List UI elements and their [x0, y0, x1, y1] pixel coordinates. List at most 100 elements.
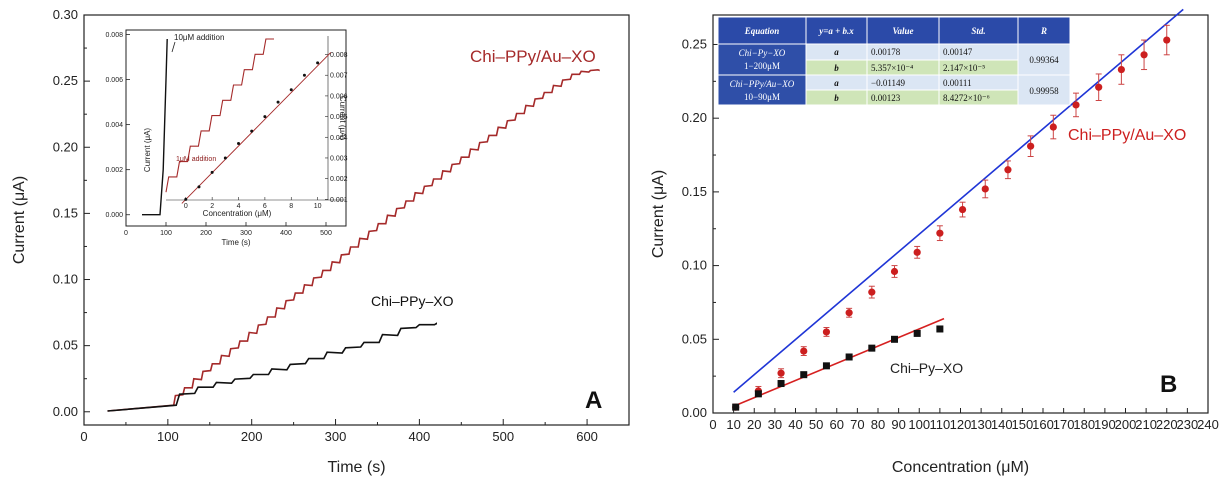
- panel-b-y-axis-label: Current (μA): [650, 170, 667, 258]
- table-header-text: R: [1040, 26, 1047, 36]
- table-equation-cell: [717, 74, 807, 106]
- inset-right-tick-label: 0.003: [330, 155, 348, 162]
- inset-calibration-point: [223, 156, 227, 160]
- data-point-chi-py-xo: [754, 390, 762, 398]
- inset-right-axis: 0.001 0.002 0.003 0.004 0.005 0.006 0.007 0.008: [325, 36, 348, 204]
- data-point-chi-ppy-au-xo: [1072, 101, 1080, 109]
- inset-y-axis-label: Current (μA): [143, 128, 152, 173]
- inset-y-axis: 0.000 0.002 0.004 0.006 0.008: [105, 32, 130, 219]
- inset-calibration-point: [316, 61, 320, 65]
- series-label-chi-ppy-xo: Chi–PPy–XO: [371, 293, 454, 309]
- x-tick-label: 80: [871, 417, 885, 432]
- x-tick-label: 50: [809, 417, 823, 432]
- table-param-std: 8.4272×10⁻⁶: [943, 93, 990, 103]
- inset-calibration-point: [210, 170, 214, 174]
- inset-calibration-point: [197, 185, 201, 189]
- y-tick-label: 0.05: [682, 331, 707, 346]
- table-param-name: b: [834, 93, 839, 103]
- inset-right-tick-label: 0.007: [330, 73, 348, 80]
- series-label-chi-py-xo: Chi–Py–XO: [890, 360, 963, 376]
- data-point-chi-ppy-au-xo: [1140, 51, 1148, 59]
- data-point-chi-py-xo: [777, 380, 785, 388]
- x-tick-label: 0: [80, 429, 87, 444]
- data-point-chi-ppy-au-xo: [958, 205, 967, 214]
- panel-letter-a: A: [585, 387, 602, 414]
- x-tick-label: 170: [1053, 417, 1075, 432]
- x-tick-label: 60: [830, 417, 844, 432]
- table-param-value: 0.00178: [871, 47, 901, 57]
- y-tick-label: 0.25: [682, 36, 707, 51]
- data-point-chi-ppy-au-xo: [777, 369, 785, 377]
- inset-top-tick-label: 4: [237, 203, 241, 210]
- fit-parameters-table: Equation y=a + b.x Value Std. R Chi−Py−XO 1−20…: [717, 16, 1071, 106]
- x-tick-label: 600: [576, 429, 598, 444]
- data-point-chi-py-xo: [913, 329, 921, 337]
- series-line-0: [107, 68, 600, 412]
- table-param-name: b: [834, 63, 839, 73]
- annotation-1um-addition: 1μM addition: [176, 156, 216, 163]
- annotation-arrow: [171, 41, 176, 53]
- annotation-10um-addition: 10μM addition: [174, 33, 224, 42]
- data-point-chi-py-xo: [732, 403, 740, 411]
- y-tick-label: 0.05: [53, 338, 78, 353]
- inset-right-tick-label: 0.004: [330, 135, 348, 142]
- inset-top-tick-label: 0: [184, 203, 188, 210]
- panel-a-x-axis-label: Time (s): [327, 459, 385, 476]
- panel-b-series: [732, 8, 1184, 411]
- inset-calibration-point: [250, 129, 254, 133]
- y-tick-label: 0.15: [682, 184, 707, 199]
- data-point-chi-ppy-au-xo: [890, 267, 899, 276]
- table-r-value: 0.99364: [1029, 55, 1059, 65]
- panel-a: 0 100 200 300 400 500 600 0.000.050.100.150.20…: [11, 7, 630, 476]
- x-tick-label: 110: [930, 417, 951, 432]
- inset-y-tick-label: 0.000: [105, 212, 123, 219]
- table-equation-text: Chi−Py−XO: [739, 48, 786, 58]
- panel-a-y-axis: 0.00 0.05 0.10 0.15 0.20 0.25 0.30: [53, 7, 90, 419]
- x-tick-label: 190: [1094, 417, 1116, 432]
- inset-right-axis-label: Current (μA): [338, 96, 347, 141]
- inset-top-axis-label: Concentration (μM): [203, 209, 272, 218]
- table-param-name: a: [834, 78, 839, 88]
- inset-top-tick-label: 2: [210, 203, 214, 210]
- inset-step-trace: [165, 38, 274, 193]
- x-tick-label: 0: [709, 417, 716, 432]
- panel-a-y-axis-label: Current (μA): [11, 176, 28, 264]
- x-tick-label: 100: [157, 429, 179, 444]
- inset-calibration-point: [263, 115, 267, 119]
- x-tick-label: 150: [1012, 417, 1034, 432]
- inset-chart: 0 100 200 300 400 500 0.0000.0020.0040.0060.0…: [105, 29, 348, 247]
- inset-calibration-point: [184, 197, 188, 201]
- inset-y-tick-label: 0.008: [105, 32, 123, 39]
- fit-line-chi-ppy-au-xo: [733, 8, 1184, 393]
- x-tick-label: 120: [950, 417, 972, 432]
- x-tick-label: 220: [1156, 417, 1178, 432]
- inset-x-tick-label: 500: [320, 230, 332, 237]
- y-tick-label: 0.15: [53, 205, 78, 220]
- y-tick-label: 0.10: [682, 258, 707, 273]
- data-point-chi-ppy-au-xo: [936, 229, 944, 237]
- inset-right-tick-label: 0.006: [330, 93, 348, 100]
- data-point-chi-ppy-au-xo: [1027, 142, 1035, 150]
- inset-calibration-point: [237, 141, 241, 145]
- x-tick-label: 200: [241, 429, 263, 444]
- table-header-text: Std.: [971, 26, 985, 36]
- inset-calibration-point: [302, 73, 306, 77]
- table-range-text: 10−90μM: [744, 92, 780, 102]
- table-param-value: 5.357×10⁻⁴: [871, 63, 913, 73]
- table-param-value: 0.00123: [871, 93, 901, 103]
- data-point-chi-ppy-au-xo: [1004, 166, 1012, 174]
- panel-b: 0 10 20 30 40 50 60 70 80 90 100 110 120130140150160…: [650, 8, 1219, 476]
- inset-right-tick-label: 0.005: [330, 114, 348, 121]
- data-point-chi-ppy-au-xo: [913, 248, 921, 256]
- inset-fit-line: [181, 52, 332, 204]
- inset-frame: [125, 29, 347, 227]
- y-tick-label: 0.20: [53, 139, 78, 154]
- table-range-text: 1−200μM: [744, 61, 780, 71]
- x-tick-label: 30: [768, 417, 782, 432]
- inset-series: [142, 38, 332, 216]
- table-r-value: 0.99958: [1029, 86, 1059, 96]
- inset-top-tick-label: 6: [263, 203, 267, 210]
- data-point-chi-ppy-au-xo: [845, 309, 853, 317]
- inset-x-tick-label: 400: [280, 230, 292, 237]
